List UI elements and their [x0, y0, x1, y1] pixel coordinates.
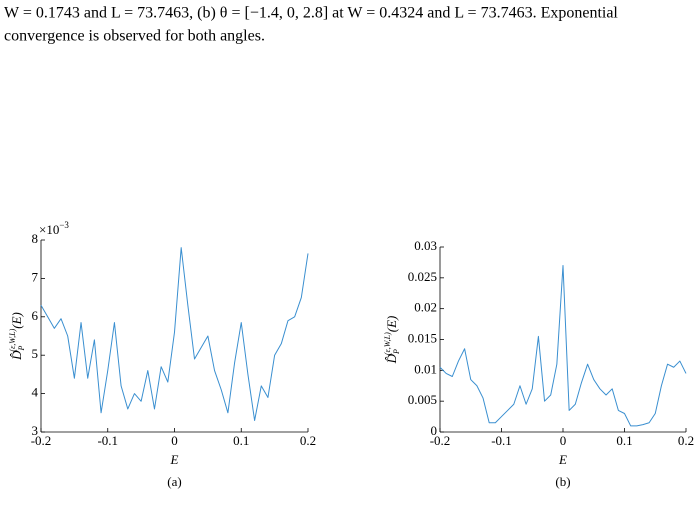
multiplier-base: ×10: [39, 222, 59, 237]
y-tick-label: 7: [32, 269, 39, 284]
y-label-tail: (E): [9, 312, 24, 329]
caption: (a): [167, 474, 181, 489]
x-tick-label: 0: [171, 433, 178, 448]
x-tick-label: 0.1: [233, 433, 249, 448]
y-tick-label: 0.015: [408, 330, 437, 345]
x-axis-label: E: [558, 452, 567, 467]
y-tick-label: 0.01: [414, 361, 437, 376]
y-label-tail: (E): [384, 316, 399, 333]
x-tick-label: 0.2: [678, 433, 694, 448]
body-text-line: convergence is observed for both angles.: [4, 28, 265, 45]
multiplier-exponent: −3: [59, 220, 69, 230]
data-line: [439, 265, 687, 427]
y-tick-label: 4: [32, 385, 39, 400]
y-tick-label: 0.005: [408, 392, 437, 407]
y-label-base: D̂: [9, 350, 24, 361]
x-tick-label: -0.2: [430, 433, 451, 448]
y-label-sub: P: [392, 349, 401, 355]
x-tick-label: -0.2: [31, 433, 52, 448]
caption: (b): [555, 474, 570, 489]
body-text-line: W = 0.1743 and L = 73.7463, (b) θ = [−1.…: [4, 5, 618, 22]
y-multiplier: ×10−3: [39, 220, 69, 237]
y-label-sup: (ε,W,L): [8, 328, 17, 351]
x-tick-label: -0.1: [491, 433, 512, 448]
y-label-sup: (ε,W,L): [383, 332, 392, 355]
y-tick-label: 0: [431, 423, 438, 438]
x-tick-label: 0.1: [616, 433, 632, 448]
y-tick-label: 0.03: [414, 238, 437, 253]
x-axis-label: E: [170, 452, 179, 467]
y-axis-label: D̂P(ε,W,L)(E): [8, 312, 26, 361]
y-tick-label: 5: [32, 346, 39, 361]
y-tick-label: 0.025: [408, 269, 437, 284]
data-line: [40, 247, 309, 421]
y-tick-label: 0.02: [414, 300, 437, 315]
y-axis-label: D̂P(ε,W,L)(E): [383, 316, 401, 365]
x-tick-label: -0.1: [97, 433, 118, 448]
y-label-sub: P: [17, 345, 26, 351]
y-label-base: D̂: [384, 353, 399, 364]
y-tick-label: 6: [32, 308, 39, 323]
x-tick-label: 0: [560, 433, 567, 448]
x-tick-label: 0.2: [300, 433, 316, 448]
y-tick-label: 3: [32, 423, 39, 438]
y-tick-label: 8: [32, 231, 39, 246]
